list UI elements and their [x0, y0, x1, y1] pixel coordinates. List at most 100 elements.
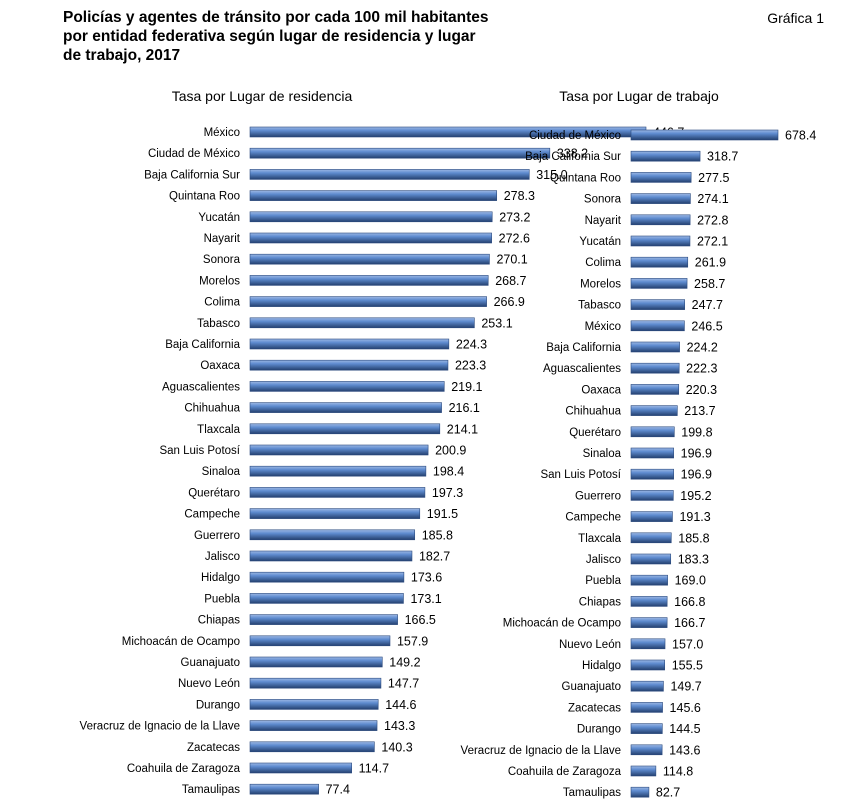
page-title: Policías y agentes de tránsito por cada … — [63, 9, 489, 64]
bar — [630, 299, 685, 310]
bar — [249, 593, 404, 604]
value-label: 214.1 — [447, 422, 478, 436]
value-label: 253.1 — [481, 316, 512, 330]
bar — [249, 465, 427, 477]
category-label: Chihuahua — [184, 403, 240, 415]
value-label: 261.9 — [695, 256, 726, 270]
category-label: Yucatán — [579, 236, 621, 248]
category-label: Campeche — [565, 512, 621, 524]
bar — [630, 235, 691, 247]
bar — [630, 214, 691, 226]
bar — [249, 762, 352, 774]
bar — [249, 444, 429, 456]
figure-label: Gráfica 1 — [767, 10, 824, 26]
category-label: Michoacán de Ocampo — [503, 618, 621, 630]
value-label: 272.8 — [697, 213, 728, 227]
bar — [630, 786, 650, 798]
value-label: 185.8 — [678, 531, 709, 545]
bar — [249, 232, 492, 244]
bar — [630, 744, 663, 756]
value-label: 166.7 — [674, 616, 705, 630]
category-label: Morelos — [199, 275, 240, 287]
bar — [630, 574, 668, 586]
category-label: Campeche — [184, 509, 240, 521]
value-label: 272.1 — [697, 235, 728, 249]
category-label: Querétaro — [569, 427, 621, 439]
bar — [630, 765, 657, 777]
bar — [249, 529, 416, 541]
value-label: 166.8 — [674, 595, 705, 609]
category-label: Tlaxcala — [578, 533, 621, 545]
value-label: 114.8 — [663, 765, 693, 779]
bar — [630, 638, 666, 650]
value-label: 247.7 — [692, 298, 723, 312]
category-label: Tamaulipas — [182, 784, 240, 796]
bar — [630, 320, 685, 332]
category-label: Chiapas — [579, 596, 621, 608]
bar — [630, 723, 663, 734]
category-label: Coahuila de Zaragoza — [127, 763, 241, 775]
category-label: Baja California Sur — [144, 169, 240, 181]
bar — [249, 169, 530, 180]
category-label: Jalisco — [205, 551, 240, 563]
bar — [249, 381, 445, 392]
category-label: Hidalgo — [582, 660, 621, 672]
value-label: 157.0 — [672, 637, 703, 651]
category-label: Guerrero — [575, 490, 621, 502]
category-label: Morelos — [580, 278, 621, 290]
bar — [630, 490, 674, 501]
value-label: 678.4 — [785, 129, 816, 143]
category-label: Colima — [585, 257, 621, 269]
category-label: Durango — [577, 724, 621, 736]
value-label: 318.7 — [707, 150, 738, 164]
value-label: 185.8 — [422, 528, 453, 542]
category-label: Puebla — [585, 575, 621, 587]
bar — [249, 699, 379, 710]
bar — [630, 617, 668, 628]
value-label: 144.6 — [385, 698, 416, 712]
bar — [630, 596, 668, 607]
bar — [630, 553, 672, 565]
value-label: 147.7 — [388, 677, 419, 691]
bar — [249, 211, 493, 223]
category-label: Colima — [204, 297, 240, 309]
value-label: 140.3 — [381, 740, 412, 754]
bar — [249, 656, 383, 668]
category-label: Ciudad de México — [148, 148, 240, 160]
category-label: Nuevo León — [559, 639, 621, 651]
bar — [630, 384, 680, 395]
value-label: 157.9 — [397, 634, 428, 648]
bar — [249, 338, 450, 350]
value-label: 149.2 — [389, 656, 420, 670]
bar — [630, 511, 673, 522]
chart-title: Tasa por Lugar de residencia — [172, 88, 353, 104]
category-label: Baja California Sur — [525, 151, 621, 163]
value-label: 82.7 — [656, 786, 680, 800]
category-label: México — [204, 127, 240, 139]
category-label: Guerrero — [194, 530, 240, 542]
category-label: Sonora — [203, 254, 241, 266]
value-label: 270.1 — [496, 253, 527, 267]
value-label: 196.9 — [681, 447, 712, 461]
bar — [249, 296, 487, 307]
category-label: Durango — [196, 699, 240, 711]
chart-trabajo: Tasa por Lugar de trabajo Ciudad de Méxic… — [461, 88, 817, 800]
value-label: 268.7 — [495, 274, 526, 288]
value-label: 277.5 — [698, 171, 729, 185]
bar — [630, 426, 675, 438]
value-label: 166.5 — [405, 613, 436, 627]
bar — [249, 253, 490, 265]
bar — [630, 193, 691, 204]
value-label: 144.5 — [669, 722, 700, 736]
bar — [630, 172, 692, 183]
value-label: 272.6 — [499, 232, 530, 246]
bar — [249, 359, 449, 371]
bar — [249, 677, 382, 689]
category-label: Tamaulipas — [563, 787, 621, 799]
category-label: Zacatecas — [187, 742, 240, 754]
value-label: 183.3 — [678, 553, 709, 567]
bar — [249, 508, 421, 519]
category-label: Nayarit — [585, 215, 622, 227]
category-label: Tlaxcala — [197, 424, 240, 436]
value-label: 258.7 — [694, 277, 725, 291]
